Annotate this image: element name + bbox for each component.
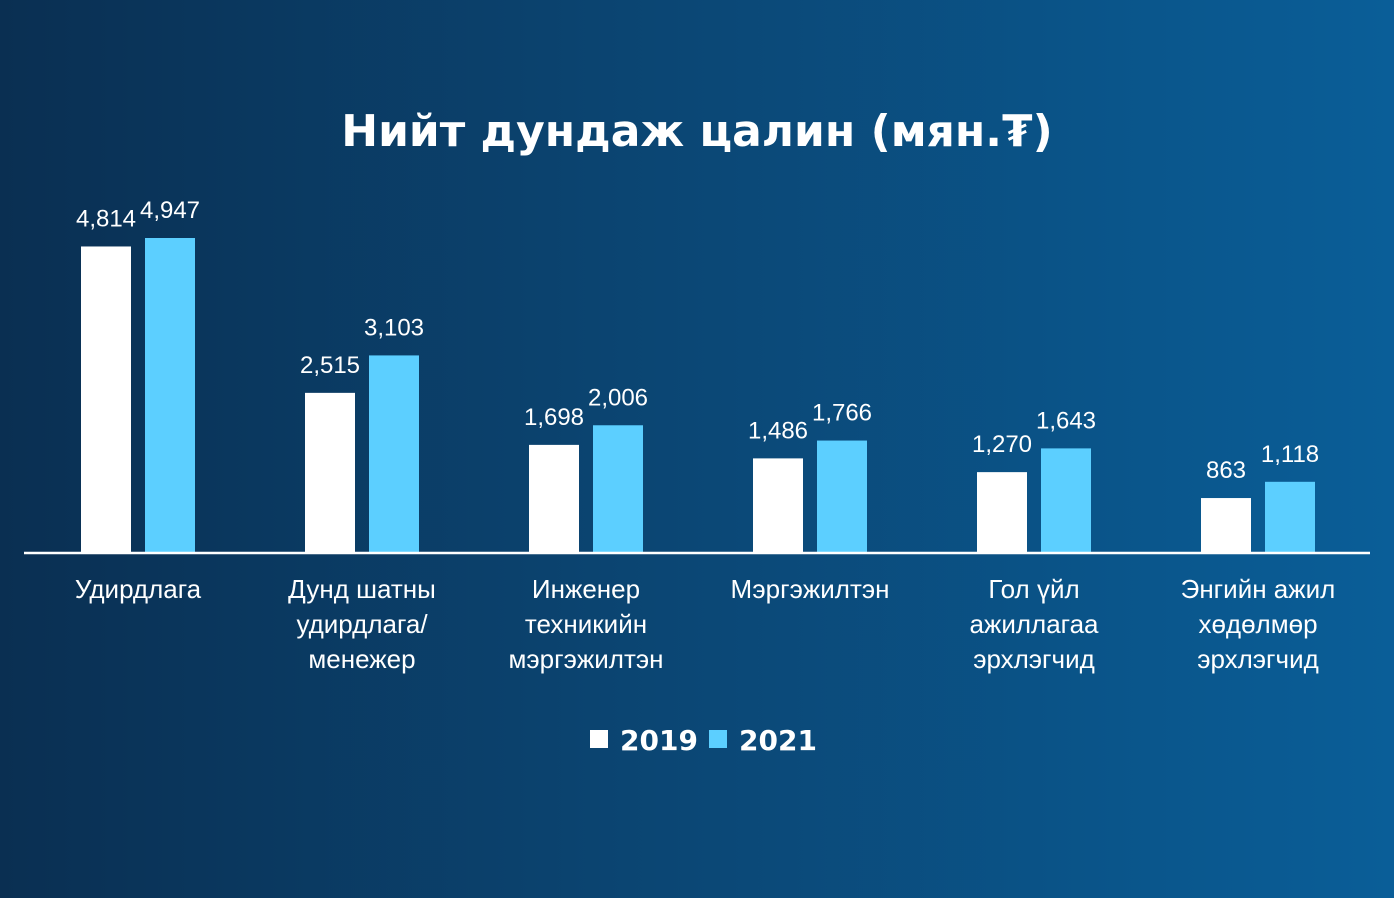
category-label-5-line-2: ажиллагаа: [969, 609, 1099, 639]
legend-swatch-2019: [590, 730, 608, 748]
value-label-2021-2: 3,103: [364, 314, 424, 341]
chart-title: Нийт дундаж цалин (мян.₮): [341, 106, 1053, 157]
bar-2021-6: [1265, 481, 1315, 553]
value-label-2019-6: 863: [1206, 457, 1246, 484]
value-label-2021-1: 4,947: [140, 197, 200, 224]
bar-2019-6: [1201, 498, 1251, 553]
bar-2019-2: [305, 392, 355, 553]
bar-2021-2: [369, 355, 419, 553]
category-label-5-line-3: эрхлэгчид: [973, 644, 1095, 674]
bar-2021-5: [1041, 448, 1091, 553]
legend-label-2019: 2019: [620, 724, 698, 757]
value-label-2021-4: 1,766: [812, 400, 872, 427]
category-label-5-line-1: Гол үйл: [988, 574, 1079, 604]
value-label-2021-6: 1,118: [1261, 441, 1319, 468]
bar-2019-1: [81, 246, 131, 554]
value-label-2019-1: 4,814: [76, 205, 136, 232]
category-label-2-line-3: менежер: [308, 644, 415, 674]
category-labels-group: Удирдлага Дунд шатны удирдлага/менежер Инже…: [75, 574, 1335, 674]
legend-swatch-2021: [709, 730, 727, 748]
category-label-6-line-1: Энгийн ажил: [1181, 574, 1336, 604]
bar-2021-4: [817, 440, 867, 553]
category-label-1-line-1: Удирдлага: [75, 574, 202, 604]
category-label-2-line-2: удирдлага/: [296, 609, 428, 639]
value-label-2021-5: 1,643: [1036, 407, 1096, 434]
bar-2019-3: [529, 444, 579, 553]
value-label-2019-4: 1,486: [748, 417, 808, 444]
category-label-2-line-1: Дунд шатны: [288, 574, 436, 604]
value-label-2021-3: 2,006: [588, 384, 648, 411]
category-label-3-line-3: мэргэжилтэн: [509, 644, 664, 674]
category-label-6-line-3: эрхлэгчид: [1197, 644, 1319, 674]
category-label-6-line-2: хөдөлмөр: [1198, 609, 1317, 639]
bar-2021-1: [145, 238, 195, 553]
bar-2019-5: [977, 472, 1027, 553]
value-label-2019-2: 2,515: [300, 352, 360, 379]
category-label-3-line-2: техникийн: [525, 609, 647, 639]
value-label-2019-3: 1,698: [524, 404, 584, 431]
category-label-3-line-1: Инженер: [532, 574, 640, 604]
legend: 2019 2021: [590, 724, 817, 757]
value-label-2019-5: 1,270: [972, 431, 1032, 458]
bar-2021-3: [593, 425, 643, 553]
category-label-4-line-1: Мэргэжилтэн: [730, 574, 889, 604]
bars-group: [81, 238, 1315, 554]
legend-label-2021: 2021: [739, 724, 817, 757]
bar-2019-4: [753, 458, 803, 553]
